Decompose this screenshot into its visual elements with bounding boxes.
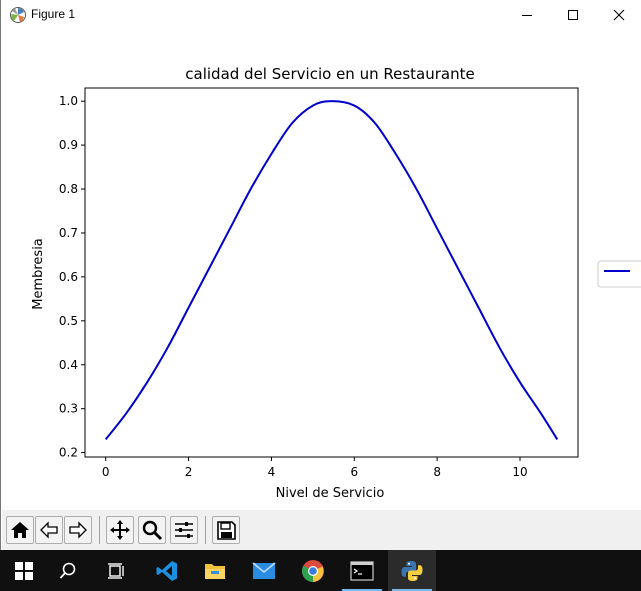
figure-window: Figure 1 calidad del Servicio en un Rest…: [0, 0, 641, 550]
y-tick-label: 0.2: [59, 446, 78, 460]
configure-icon: [175, 522, 193, 538]
x-tick-label: 6: [350, 465, 358, 479]
save-icon: [217, 521, 236, 540]
start-button[interactable]: [0, 550, 48, 591]
y-tick-label: 0.9: [59, 138, 78, 152]
home-icon: [11, 522, 29, 538]
back-icon: [40, 521, 58, 539]
taskbar-terminal[interactable]: [338, 550, 386, 591]
navigation-toolbar: [2, 510, 641, 550]
taskbar-mail[interactable]: [240, 550, 288, 591]
close-icon: [613, 9, 625, 21]
configure-subplots-button[interactable]: [170, 516, 198, 544]
figure-canvas[interactable]: calidad del Servicio en un Restaurante N…: [2, 30, 641, 510]
y-tick-label: 0.6: [59, 270, 78, 284]
running-indicator: [392, 589, 432, 591]
x-tick-label: 0: [102, 465, 110, 479]
pan-icon: [110, 520, 130, 540]
line-chart: calidad del Servicio en un Restaurante N…: [31, 65, 641, 501]
x-axis-label: Nivel de Servicio: [276, 486, 385, 501]
home-button[interactable]: [6, 516, 34, 544]
y-tick-label: 0.4: [59, 358, 78, 372]
legend-box: [597, 260, 641, 288]
x-tick-label: 8: [433, 465, 441, 479]
running-indicator: [342, 589, 382, 591]
pan-button[interactable]: [106, 516, 134, 544]
taskbar-file-explorer[interactable]: [191, 550, 239, 591]
maximize-button[interactable]: [550, 0, 596, 30]
task-view-button[interactable]: [92, 550, 140, 591]
zoom-icon: [142, 520, 163, 541]
mail-icon: [252, 561, 276, 579]
x-tick-label: 2: [185, 465, 193, 479]
python-icon: [401, 560, 423, 581]
chrome-icon: [302, 559, 324, 582]
taskbar-vscode[interactable]: [143, 550, 191, 591]
forward-button[interactable]: [64, 516, 92, 544]
window-title: Figure 1: [31, 7, 76, 21]
toolbar-separator: [99, 516, 100, 544]
vscode-icon: [156, 560, 177, 581]
y-tick-label: 0.8: [59, 182, 78, 196]
back-button[interactable]: [35, 516, 63, 544]
y-tick-label: 0.7: [59, 226, 78, 240]
close-button[interactable]: [596, 0, 641, 30]
taskbar-search-button[interactable]: [44, 550, 92, 591]
zoom-button[interactable]: [138, 516, 166, 544]
minimize-button[interactable]: [504, 0, 550, 30]
minimize-icon: [522, 15, 532, 16]
task-view-icon: [108, 562, 124, 579]
x-tick-label: 10: [512, 465, 527, 479]
windows-taskbar: [0, 550, 641, 591]
windows-start-icon: [15, 561, 33, 580]
x-tick-label: 4: [268, 465, 276, 479]
taskbar-chrome[interactable]: [289, 550, 337, 591]
y-tick-label: 1.0: [59, 94, 78, 108]
matplotlib-app-icon: [9, 6, 27, 24]
plot-area: [84, 87, 579, 458]
forward-icon: [69, 521, 87, 539]
y-tick-label: 0.3: [59, 402, 78, 416]
terminal-icon: [350, 560, 374, 581]
toolbar-separator: [205, 516, 206, 544]
y-axis-label: Membresia: [31, 238, 46, 310]
title-bar[interactable]: Figure 1: [1, 0, 641, 30]
chart-title: calidad del Servicio en un Restaurante: [185, 65, 474, 83]
maximize-icon: [568, 10, 578, 20]
search-icon: [59, 562, 76, 579]
file-explorer-icon: [205, 563, 225, 579]
taskbar-python[interactable]: [388, 550, 436, 591]
series-line: [104, 100, 559, 441]
save-button[interactable]: [212, 516, 240, 544]
legend: [597, 260, 641, 288]
y-tick-label: 0.5: [59, 314, 78, 328]
